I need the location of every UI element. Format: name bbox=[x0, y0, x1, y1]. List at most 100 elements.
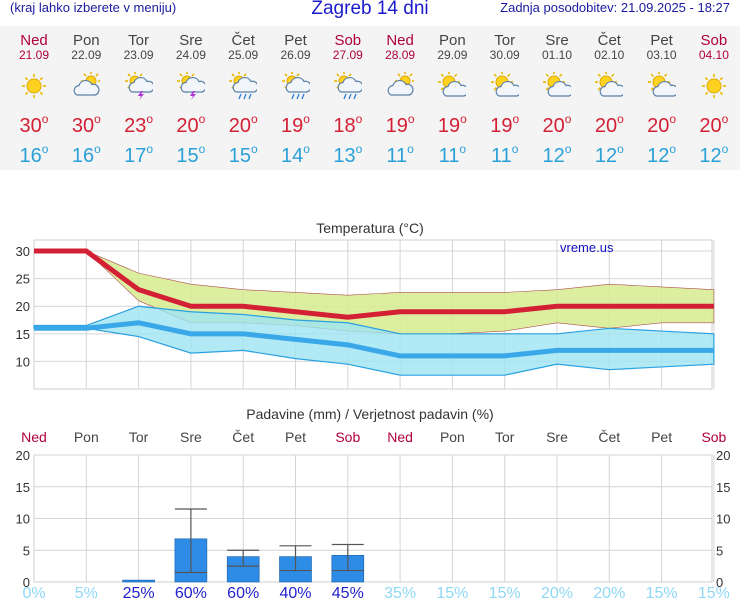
max-temperature: 19o bbox=[281, 112, 310, 137]
sun-cloud-lightning-icon bbox=[176, 71, 207, 100]
forecast-day: Pet 26.09 19o 14o bbox=[270, 26, 322, 170]
min-temperature: 12o bbox=[542, 142, 572, 167]
day-label: Čet bbox=[598, 429, 620, 445]
min-temperature: 15o bbox=[176, 142, 206, 167]
forecast-day: Tor 23.09 23o 17o bbox=[113, 26, 165, 170]
day-label: Ned bbox=[387, 429, 413, 445]
y-tick-label: 20 bbox=[16, 299, 30, 314]
page-header: (kraj lahko izberete v meniju) Zagreb 14… bbox=[0, 0, 740, 20]
max-temperature: 19o bbox=[437, 112, 467, 137]
y-tick-label-left: 5 bbox=[23, 543, 30, 558]
max-temperature: 20o bbox=[594, 112, 624, 137]
max-temperature: 23o bbox=[124, 112, 154, 137]
y-tick-label: 25 bbox=[16, 272, 30, 287]
y-tick-label: 30 bbox=[16, 244, 30, 259]
day-label: Pon bbox=[440, 429, 465, 445]
day-label: Tor bbox=[129, 429, 149, 445]
day-name: Pon bbox=[439, 32, 466, 49]
forecast-charts: Temperatura (°C) 10 15 20 25 30 vreme.us Padavi… bbox=[16, 220, 731, 600]
forecast-day: Pon 22.09 30o 16o bbox=[60, 26, 112, 170]
max-temperature-line bbox=[34, 248, 714, 320]
precipitation-probability: 40% bbox=[279, 585, 311, 600]
forecast-day: Sob 27.09 18o 13o bbox=[322, 26, 374, 170]
sun-cloud-rain-icon bbox=[229, 71, 259, 100]
forecast-day: Sob 04.10 20o 12o bbox=[688, 26, 740, 170]
forecast-day: Sre 24.09 20o 15o bbox=[165, 26, 217, 170]
day-label: Pet bbox=[285, 429, 306, 445]
max-temperature: 20o bbox=[699, 112, 729, 137]
day-date: 03.10 bbox=[646, 48, 677, 62]
precipitation-probability: 15% bbox=[698, 585, 730, 600]
forecast-day: Čet 25.09 20o 15o bbox=[217, 26, 269, 170]
precipitation-probability: 5% bbox=[75, 585, 98, 600]
max-temperature: 19o bbox=[385, 112, 415, 137]
precipitation-chart-title: Padavine (mm) / Verjetnost padavin (%) bbox=[246, 406, 493, 422]
precipitation-bar bbox=[122, 579, 155, 583]
precipitation-probability: 20% bbox=[541, 585, 573, 600]
day-date: 30.09 bbox=[489, 48, 520, 62]
forecast-day: Sre 01.10 20o 12o bbox=[531, 26, 583, 170]
y-tick-label: 15 bbox=[16, 327, 30, 342]
sun-cloud-lightning-icon bbox=[124, 71, 155, 100]
day-date: 25.09 bbox=[228, 48, 259, 62]
forecast-day: Pet 03.10 20o 12o bbox=[636, 26, 688, 170]
max-temperature: 20o bbox=[647, 112, 677, 137]
max-temperature: 20o bbox=[542, 112, 572, 137]
day-date: 01.10 bbox=[541, 48, 573, 62]
last-updated: Zadnja posodobitev: 21.09.2025 - 18:27 bbox=[500, 0, 730, 15]
day-label: Sre bbox=[546, 429, 568, 445]
sun-cloud-rain-icon bbox=[333, 71, 364, 100]
y-tick-label-left: 20 bbox=[16, 448, 30, 463]
day-date: 21.09 bbox=[18, 48, 50, 62]
cloud-icon bbox=[72, 71, 102, 100]
precipitation-probability: 15% bbox=[646, 585, 678, 600]
y-tick-label: 10 bbox=[16, 354, 30, 369]
day-name: Sre bbox=[545, 32, 569, 49]
day-name: Ned bbox=[20, 32, 48, 49]
min-temperature: 11o bbox=[438, 142, 467, 167]
day-date: 29.09 bbox=[437, 48, 468, 62]
sun-cloud-icon bbox=[490, 71, 522, 100]
day-label: Pet bbox=[651, 429, 672, 445]
forecast-day: Čet 02.10 20o 12o bbox=[583, 26, 635, 170]
day-date: 22.09 bbox=[71, 48, 102, 62]
y-tick-label-right: 0 bbox=[716, 575, 723, 590]
min-temperature: 12o bbox=[594, 142, 624, 167]
day-name: Sob bbox=[334, 32, 362, 49]
day-date: 27.09 bbox=[332, 48, 363, 62]
max-temperature: 20o bbox=[176, 112, 206, 137]
min-temperature: 15o bbox=[228, 142, 258, 167]
max-temperature: 20o bbox=[228, 112, 258, 137]
y-tick-label-right: 15 bbox=[716, 480, 730, 495]
day-name: Sre bbox=[179, 32, 203, 49]
watermark: vreme.us bbox=[560, 240, 614, 255]
precipitation-probability: 25% bbox=[123, 585, 155, 600]
day-date: 04.10 bbox=[698, 48, 729, 62]
y-tick-label-left: 15 bbox=[16, 480, 30, 495]
precipitation-probability: 20% bbox=[593, 585, 625, 600]
sun-cloud-icon bbox=[543, 71, 574, 100]
day-label: Sob bbox=[701, 429, 726, 445]
day-label: Sob bbox=[335, 429, 360, 445]
sun-icon bbox=[700, 72, 728, 100]
day-date: 24.09 bbox=[175, 48, 206, 62]
sun-icon bbox=[20, 72, 48, 100]
forecast-day: Ned 21.09 30o 16o bbox=[8, 26, 60, 170]
min-temperature: 12o bbox=[647, 142, 677, 167]
min-temperature: 14o bbox=[281, 142, 310, 167]
min-temperature-range-band bbox=[33, 305, 715, 376]
precipitation-probability: 15% bbox=[436, 585, 468, 600]
min-temperature: 13o bbox=[333, 142, 363, 167]
location-hint: (kraj lahko izberete v meniju) bbox=[10, 0, 177, 15]
min-temperature-line bbox=[34, 320, 714, 359]
day-date: 28.09 bbox=[385, 48, 416, 62]
y-tick-label-left: 10 bbox=[16, 512, 30, 527]
day-name: Čet bbox=[231, 32, 255, 49]
min-temperature: 16o bbox=[19, 142, 49, 167]
page-title: Zagreb 14 dni bbox=[311, 0, 429, 19]
day-date: 02.10 bbox=[594, 48, 625, 62]
temperature-chart-title: Temperatura (°C) bbox=[316, 220, 424, 236]
day-name: Tor bbox=[494, 32, 516, 49]
day-date: 26.09 bbox=[280, 48, 311, 62]
max-temperature: 18o bbox=[333, 112, 363, 137]
